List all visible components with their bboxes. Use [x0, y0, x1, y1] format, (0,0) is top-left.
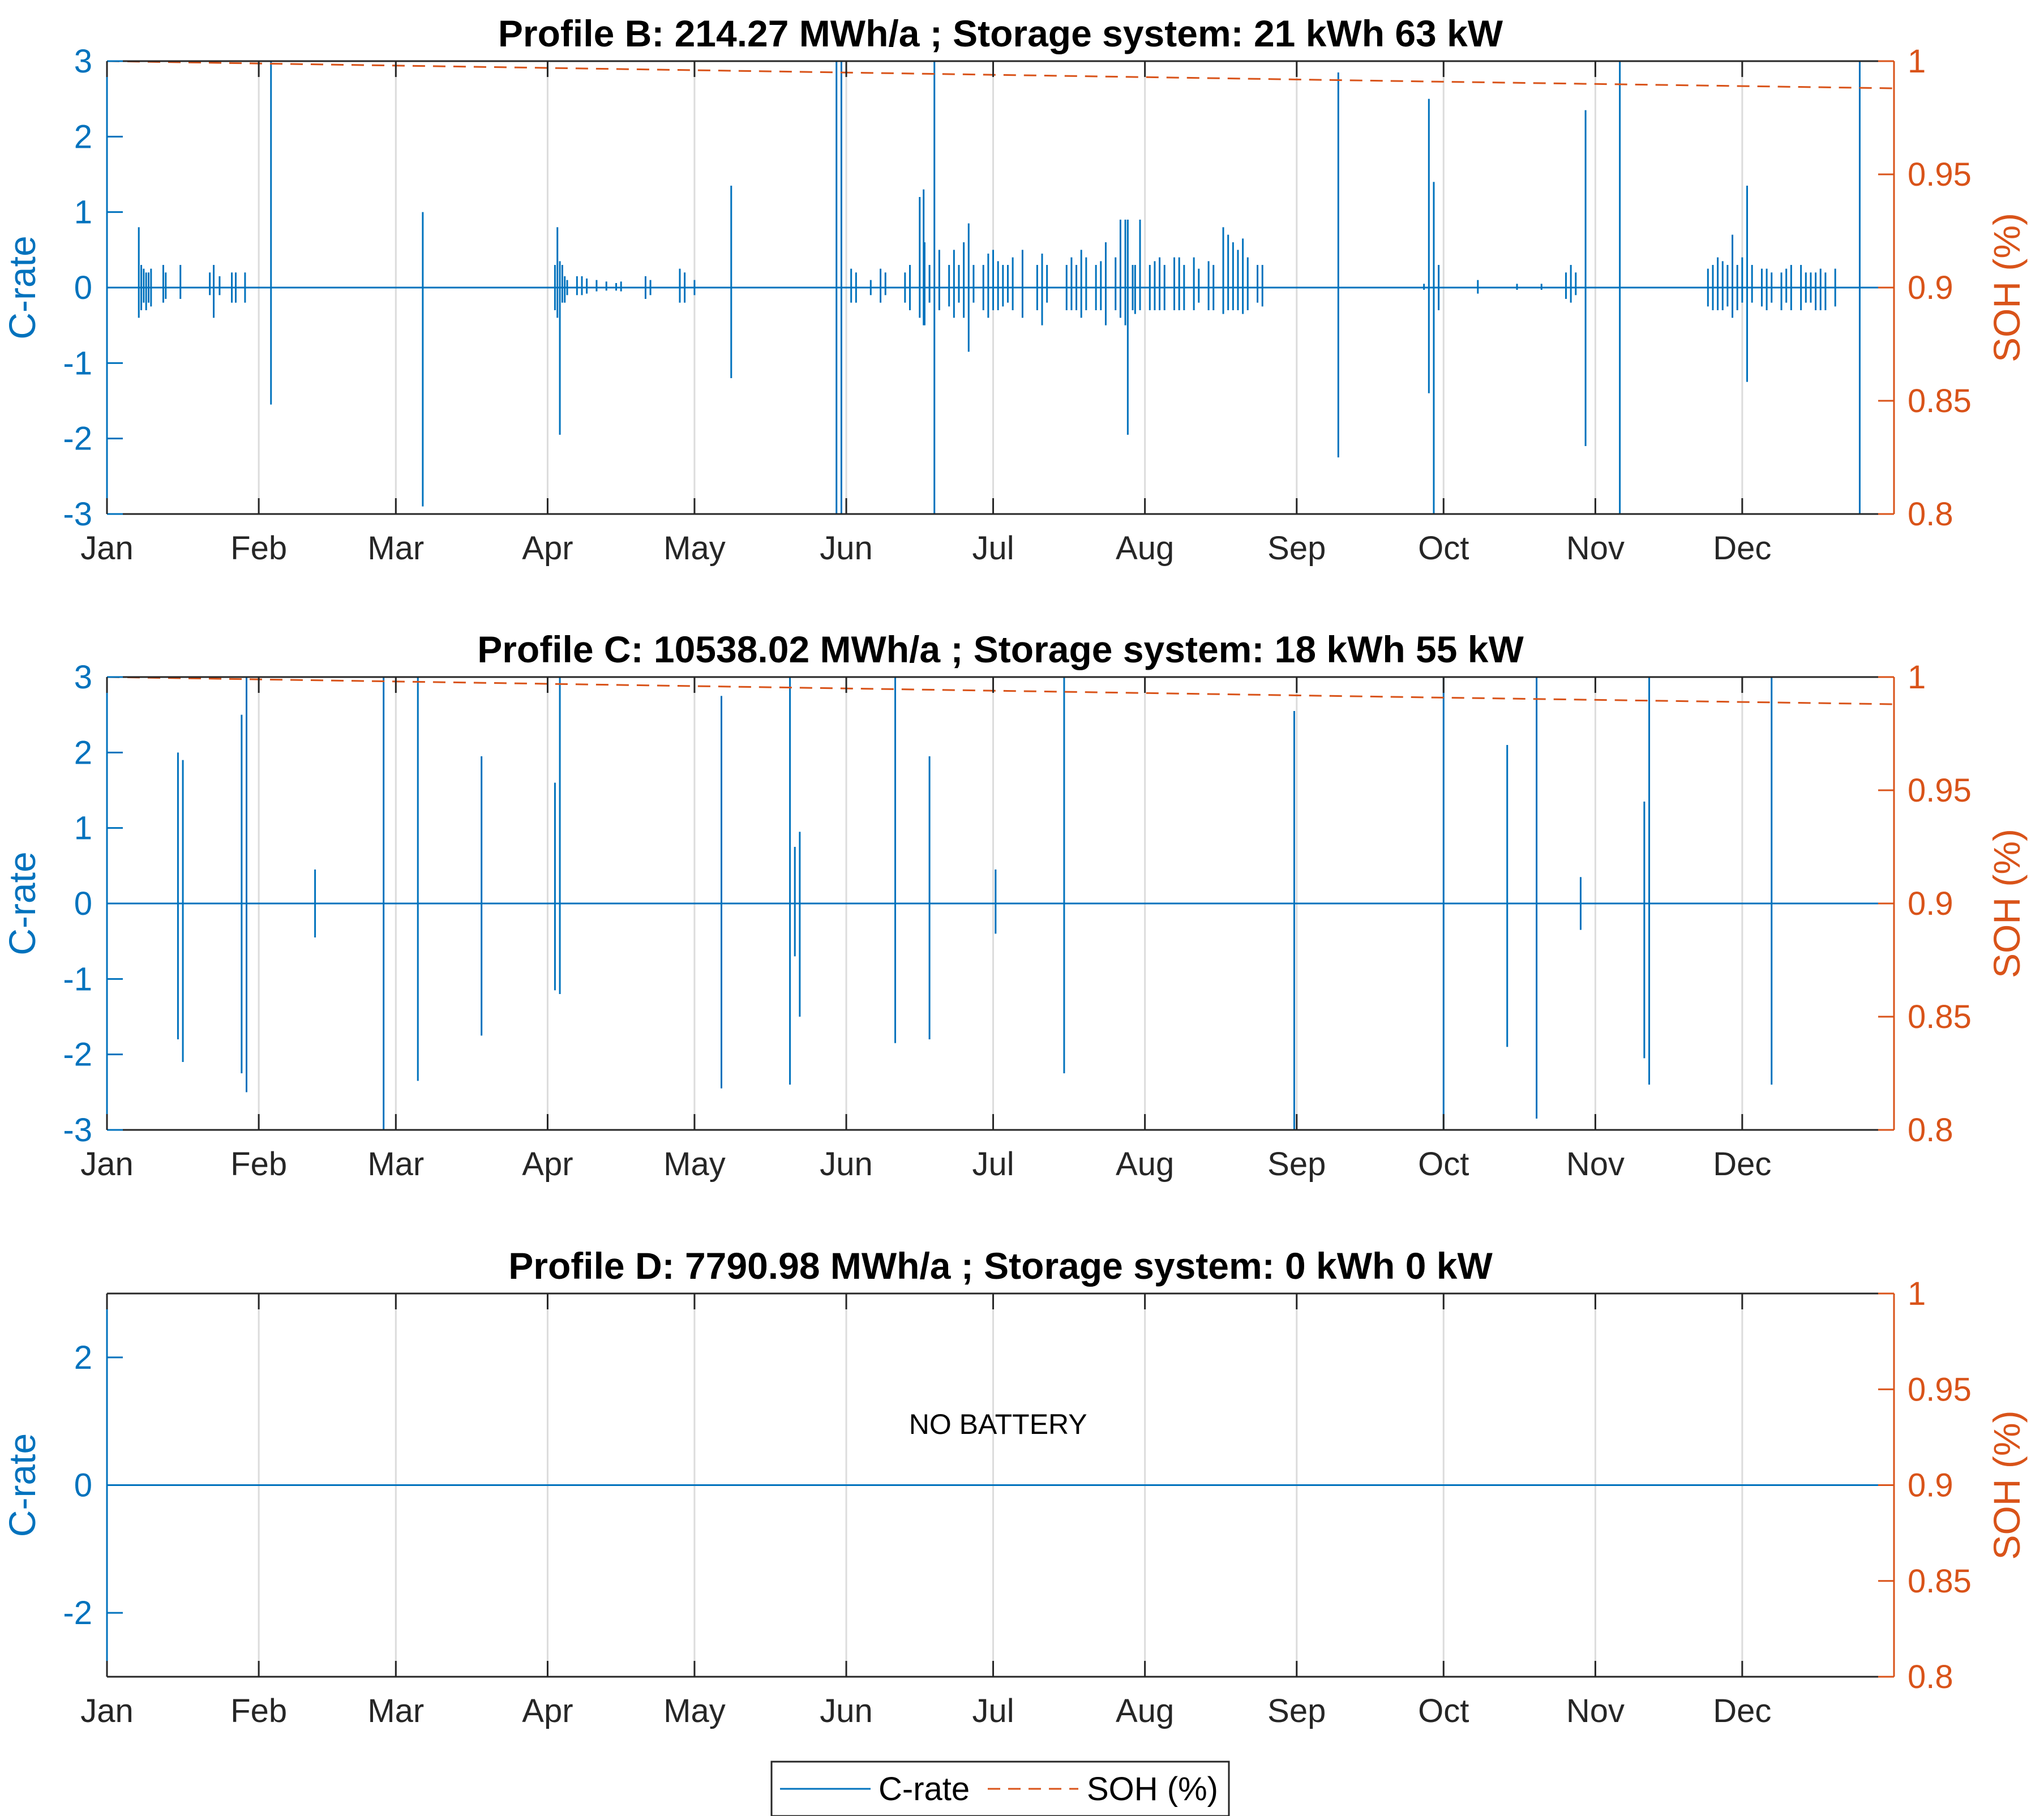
x-tick-label: May	[663, 1693, 726, 1729]
x-tick-label: Mar	[367, 1693, 424, 1729]
y-tick-label-left: -3	[63, 496, 92, 533]
x-tick-label: Jan	[80, 530, 134, 567]
soh-line	[106, 60, 1895, 89]
legend-c-rate-label: C-rate	[879, 1771, 970, 1808]
y-axis-label-right: SOH (%)	[1986, 213, 2028, 362]
x-tick-label: May	[663, 530, 726, 567]
x-tick-label: Sep	[1267, 1146, 1326, 1183]
y-axis-label-left: C-rate	[1, 851, 43, 955]
x-tick-label: Dec	[1713, 530, 1771, 567]
x-tick-label: Jul	[972, 1146, 1014, 1183]
y-tick-label-right: 0.9	[1908, 1467, 1953, 1504]
x-tick-label: Aug	[1116, 1693, 1174, 1729]
y-tick-label-right: 1	[1908, 43, 1926, 80]
y-tick-label-right: 1	[1908, 659, 1926, 696]
x-tick-label: Jul	[972, 530, 1014, 567]
y-tick-label-left: 0	[74, 269, 92, 306]
x-tick-label: Oct	[1418, 1146, 1469, 1183]
y-axis-label-left: C-rate	[1, 1433, 43, 1537]
y-tick-label-right: 1	[1908, 1275, 1926, 1312]
chart-panel-3: Profile D: 7790.98 MWh/a ; Storage syste…	[1, 1245, 2028, 1729]
x-tick-label: Jan	[80, 1693, 134, 1729]
y-axis-label-left: C-rate	[1, 235, 43, 339]
y-tick-label-right: 0.9	[1908, 885, 1953, 922]
y-tick-label-left: -3	[63, 1112, 92, 1149]
x-tick-label: Nov	[1566, 1146, 1625, 1183]
y-tick-label-left: 3	[74, 659, 92, 696]
x-tick-label: Aug	[1116, 1146, 1174, 1183]
x-tick-label: Apr	[522, 530, 573, 567]
y-axis-label-right: SOH (%)	[1986, 829, 2028, 978]
y-tick-label-left: 2	[74, 1339, 92, 1376]
y-tick-label-right: 0.95	[1908, 1371, 1972, 1408]
x-tick-label: Feb	[230, 1693, 287, 1729]
y-tick-label-right: 0.85	[1908, 1563, 1972, 1600]
y-tick-label-left: -2	[63, 421, 92, 457]
y-tick-label-left: 1	[74, 810, 92, 847]
x-tick-label: Sep	[1267, 530, 1326, 567]
y-tick-label-left: 2	[74, 118, 92, 155]
x-tick-label: Nov	[1566, 1693, 1625, 1729]
x-tick-label: Oct	[1418, 530, 1469, 567]
y-tick-label-right: 0.85	[1908, 383, 1972, 419]
y-tick-label-right: 0.8	[1908, 496, 1953, 533]
x-tick-label: Feb	[230, 1146, 287, 1183]
x-tick-label: Dec	[1713, 1146, 1771, 1183]
x-tick-label: Apr	[522, 1146, 573, 1183]
y-tick-label-left: -1	[63, 345, 92, 382]
x-tick-label: Jun	[820, 530, 873, 567]
x-tick-label: Aug	[1116, 530, 1174, 567]
x-tick-label: Jun	[820, 1693, 873, 1729]
y-tick-label-left: 1	[74, 194, 92, 231]
x-tick-label: Jul	[972, 1693, 1014, 1729]
y-tick-label-right: 0.8	[1908, 1659, 1953, 1695]
chart-title: Profile D: 7790.98 MWh/a ; Storage syste…	[508, 1245, 1493, 1287]
x-tick-label: Sep	[1267, 1693, 1326, 1729]
chart-panel-2: Profile C: 10538.02 MWh/a ; Storage syst…	[1, 628, 2028, 1183]
y-tick-label-left: -1	[63, 961, 92, 997]
y-tick-label-right: 0.8	[1908, 1112, 1953, 1149]
y-tick-label-left: 2	[74, 734, 92, 771]
legend-soh-label: SOH (%)	[1087, 1771, 1218, 1808]
y-tick-label-right: 0.95	[1908, 156, 1972, 193]
y-tick-label-right: 0.95	[1908, 772, 1972, 809]
x-tick-label: Mar	[367, 1146, 424, 1183]
x-tick-label: Nov	[1566, 530, 1625, 567]
x-tick-label: May	[663, 1146, 726, 1183]
x-tick-label: Oct	[1418, 1693, 1469, 1729]
x-tick-label: Dec	[1713, 1693, 1771, 1729]
no-battery-annotation: NO BATTERY	[909, 1408, 1087, 1440]
y-tick-label-left: 0	[74, 1467, 92, 1504]
y-tick-label-left: -2	[63, 1037, 92, 1073]
legend: C-rate SOH (%)	[770, 1761, 1230, 1816]
y-axis-label-right: SOH (%)	[1986, 1411, 2028, 1560]
y-tick-label-right: 0.9	[1908, 269, 1953, 306]
x-tick-label: Apr	[522, 1693, 573, 1729]
x-tick-label: Jun	[820, 1146, 873, 1183]
x-tick-label: Mar	[367, 530, 424, 567]
x-tick-label: Feb	[230, 530, 287, 567]
y-tick-label-left: 3	[74, 43, 92, 80]
y-tick-label-left: 0	[74, 885, 92, 922]
x-tick-label: Jan	[80, 1146, 134, 1183]
y-tick-label-right: 0.85	[1908, 999, 1972, 1035]
soh-line	[106, 676, 1895, 705]
chart-title: Profile C: 10538.02 MWh/a ; Storage syst…	[477, 628, 1524, 670]
chart-title: Profile B: 214.27 MWh/a ; Storage system…	[498, 12, 1503, 54]
y-tick-label-left: -2	[63, 1595, 92, 1631]
chart-panel-1: Profile B: 214.27 MWh/a ; Storage system…	[1, 12, 2028, 567]
